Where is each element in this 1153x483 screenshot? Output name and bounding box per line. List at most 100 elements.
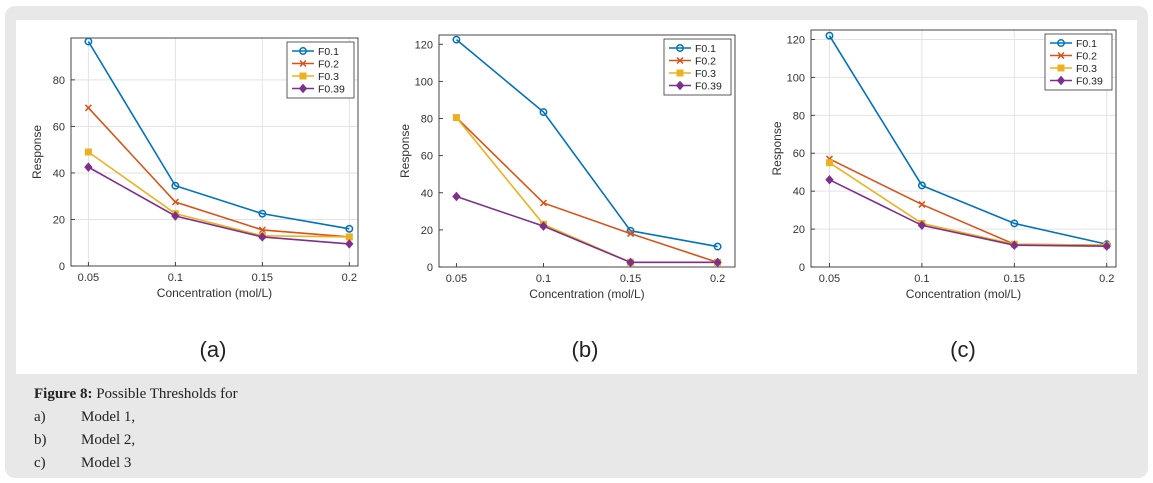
- legend-label: F0.1: [318, 46, 339, 58]
- data-point: [539, 221, 548, 231]
- figure-image: 0 20 40 60 80 0.05 0.1 0.15 0.2 Concentration (mo…: [16, 20, 1137, 374]
- caption-item-letter: b): [34, 432, 47, 448]
- x-axis-label: Concentration (mol/L): [906, 287, 1021, 301]
- data-point: [1010, 240, 1019, 250]
- data-point: [825, 159, 833, 167]
- legend-label: F0.2: [1076, 51, 1097, 63]
- data-point: [452, 114, 460, 122]
- data-point: [713, 242, 722, 251]
- caption-label: Figure 8:: [34, 386, 93, 402]
- data-point: [171, 198, 179, 206]
- data-point: [825, 175, 834, 185]
- x-tick-label: 0.1: [914, 273, 929, 285]
- y-tick-label: 20: [421, 225, 433, 237]
- x-axis-label: Concentration (mol/L): [529, 287, 644, 301]
- x-tick-label: 0.05: [446, 273, 467, 285]
- caption-item-a: a) Model 1,: [34, 406, 238, 429]
- data-point: [1057, 51, 1065, 60]
- data-point: [713, 257, 722, 268]
- y-tick-label: 40: [53, 168, 65, 180]
- chart-c: 0 20 40 60 80 100 120 0.05 0.1 0.15 0.2 Concentrati…: [770, 29, 1117, 362]
- y-tick-label: 0: [59, 261, 65, 273]
- legend-label: F0.2: [318, 59, 339, 71]
- caption-title: Figure 8: Possible Thresholds for: [34, 383, 238, 406]
- caption-item-letter: c): [34, 455, 46, 471]
- data-point: [676, 56, 684, 65]
- y-tick-label: 20: [793, 224, 805, 236]
- plot-area-box: [810, 29, 1117, 268]
- x-tick-label: 0.1: [168, 272, 183, 284]
- caption-item-text: Model 3: [81, 455, 132, 471]
- caption-item-text: Model 1,: [81, 409, 136, 425]
- y-tick-label: 100: [415, 76, 433, 88]
- data-point: [171, 211, 180, 221]
- data-point: [84, 148, 92, 156]
- series-line-F0.3: [87, 151, 350, 238]
- data-point: [84, 37, 93, 46]
- data-point: [84, 162, 93, 172]
- caption-item-text: Model 2,: [81, 432, 136, 448]
- series-line-F0.1: [87, 41, 350, 230]
- series-line-F0.3: [455, 117, 718, 264]
- x-tick-label: 0.2: [1099, 273, 1114, 285]
- y-tick-label: 60: [793, 148, 805, 160]
- data-point: [298, 83, 308, 94]
- y-tick-label: 20: [53, 214, 65, 226]
- legend-label: F0.3: [1076, 63, 1097, 75]
- chart-a: 0 20 40 60 80 0.05 0.1 0.15 0.2 Concentration (mo…: [30, 37, 359, 362]
- y-tick-label: 100: [787, 72, 805, 84]
- x-tick-label: 0.2: [342, 272, 357, 284]
- plot-area-box: [438, 34, 736, 268]
- data-point: [539, 199, 548, 207]
- caption-item-letter: a): [34, 409, 46, 425]
- legend-label: F0.39: [1076, 76, 1103, 88]
- figure-caption: Figure 8: Possible Thresholds for a) Mod…: [34, 383, 238, 475]
- x-tick-label: 0.2: [710, 273, 725, 285]
- data-point: [452, 191, 461, 202]
- data-point: [676, 44, 684, 52]
- y-tick-label: 60: [53, 121, 65, 133]
- legend: F0.1F0.2F0.3F0.39: [286, 41, 355, 99]
- series-line-F0.39: [88, 166, 350, 245]
- data-point: [1057, 39, 1065, 47]
- x-axis-label: Concentration (mol/L): [157, 286, 272, 300]
- data-point: [825, 31, 834, 40]
- legend-label: F0.2: [695, 56, 716, 68]
- caption-item-b: b) Model 2,: [34, 429, 238, 452]
- x-tick-label: 0.15: [1004, 273, 1025, 285]
- legend-label: F0.39: [318, 84, 345, 96]
- legend-label: F0.39: [695, 81, 722, 93]
- charts-svg: 0 20 40 60 80 0.05 0.1 0.15 0.2 Concentration (mo…: [30, 29, 1117, 362]
- data-point: [539, 108, 548, 116]
- data-point: [918, 200, 926, 208]
- y-tick-label: 0: [799, 262, 805, 274]
- series-line-F0.1: [455, 39, 718, 248]
- series-line-F0.1: [828, 35, 1107, 246]
- figure-panel: 0 20 40 60 80 0.05 0.1 0.15 0.2 Concentration (mo…: [5, 6, 1148, 478]
- legend-label: F0.3: [695, 68, 716, 80]
- x-tick-label: 0.05: [819, 273, 840, 285]
- data-point: [676, 69, 684, 77]
- x-tick-label: 0.15: [252, 272, 273, 284]
- data-point: [675, 80, 685, 91]
- panel-label: (a): [200, 337, 227, 362]
- data-point: [917, 181, 926, 190]
- legend-label: F0.3: [318, 71, 339, 83]
- y-tick-label: 40: [793, 186, 805, 198]
- data-point: [1056, 75, 1066, 86]
- data-point: [299, 72, 307, 80]
- x-tick-label: 0.1: [536, 273, 551, 285]
- series-line-F0.2: [87, 107, 350, 238]
- panel-label: (b): [572, 337, 599, 362]
- data-point: [345, 239, 354, 249]
- y-axis-label: Response: [770, 121, 784, 175]
- series-line-F0.39: [456, 195, 718, 264]
- data-point: [626, 257, 635, 268]
- y-axis-label: Response: [30, 125, 44, 179]
- x-tick-label: 0.15: [620, 273, 641, 285]
- y-tick-label: 80: [793, 110, 805, 122]
- series-line-F0.39: [829, 179, 1107, 247]
- y-axis-label: Response: [398, 124, 412, 178]
- data-point: [299, 59, 307, 68]
- y-tick-label: 40: [421, 188, 433, 200]
